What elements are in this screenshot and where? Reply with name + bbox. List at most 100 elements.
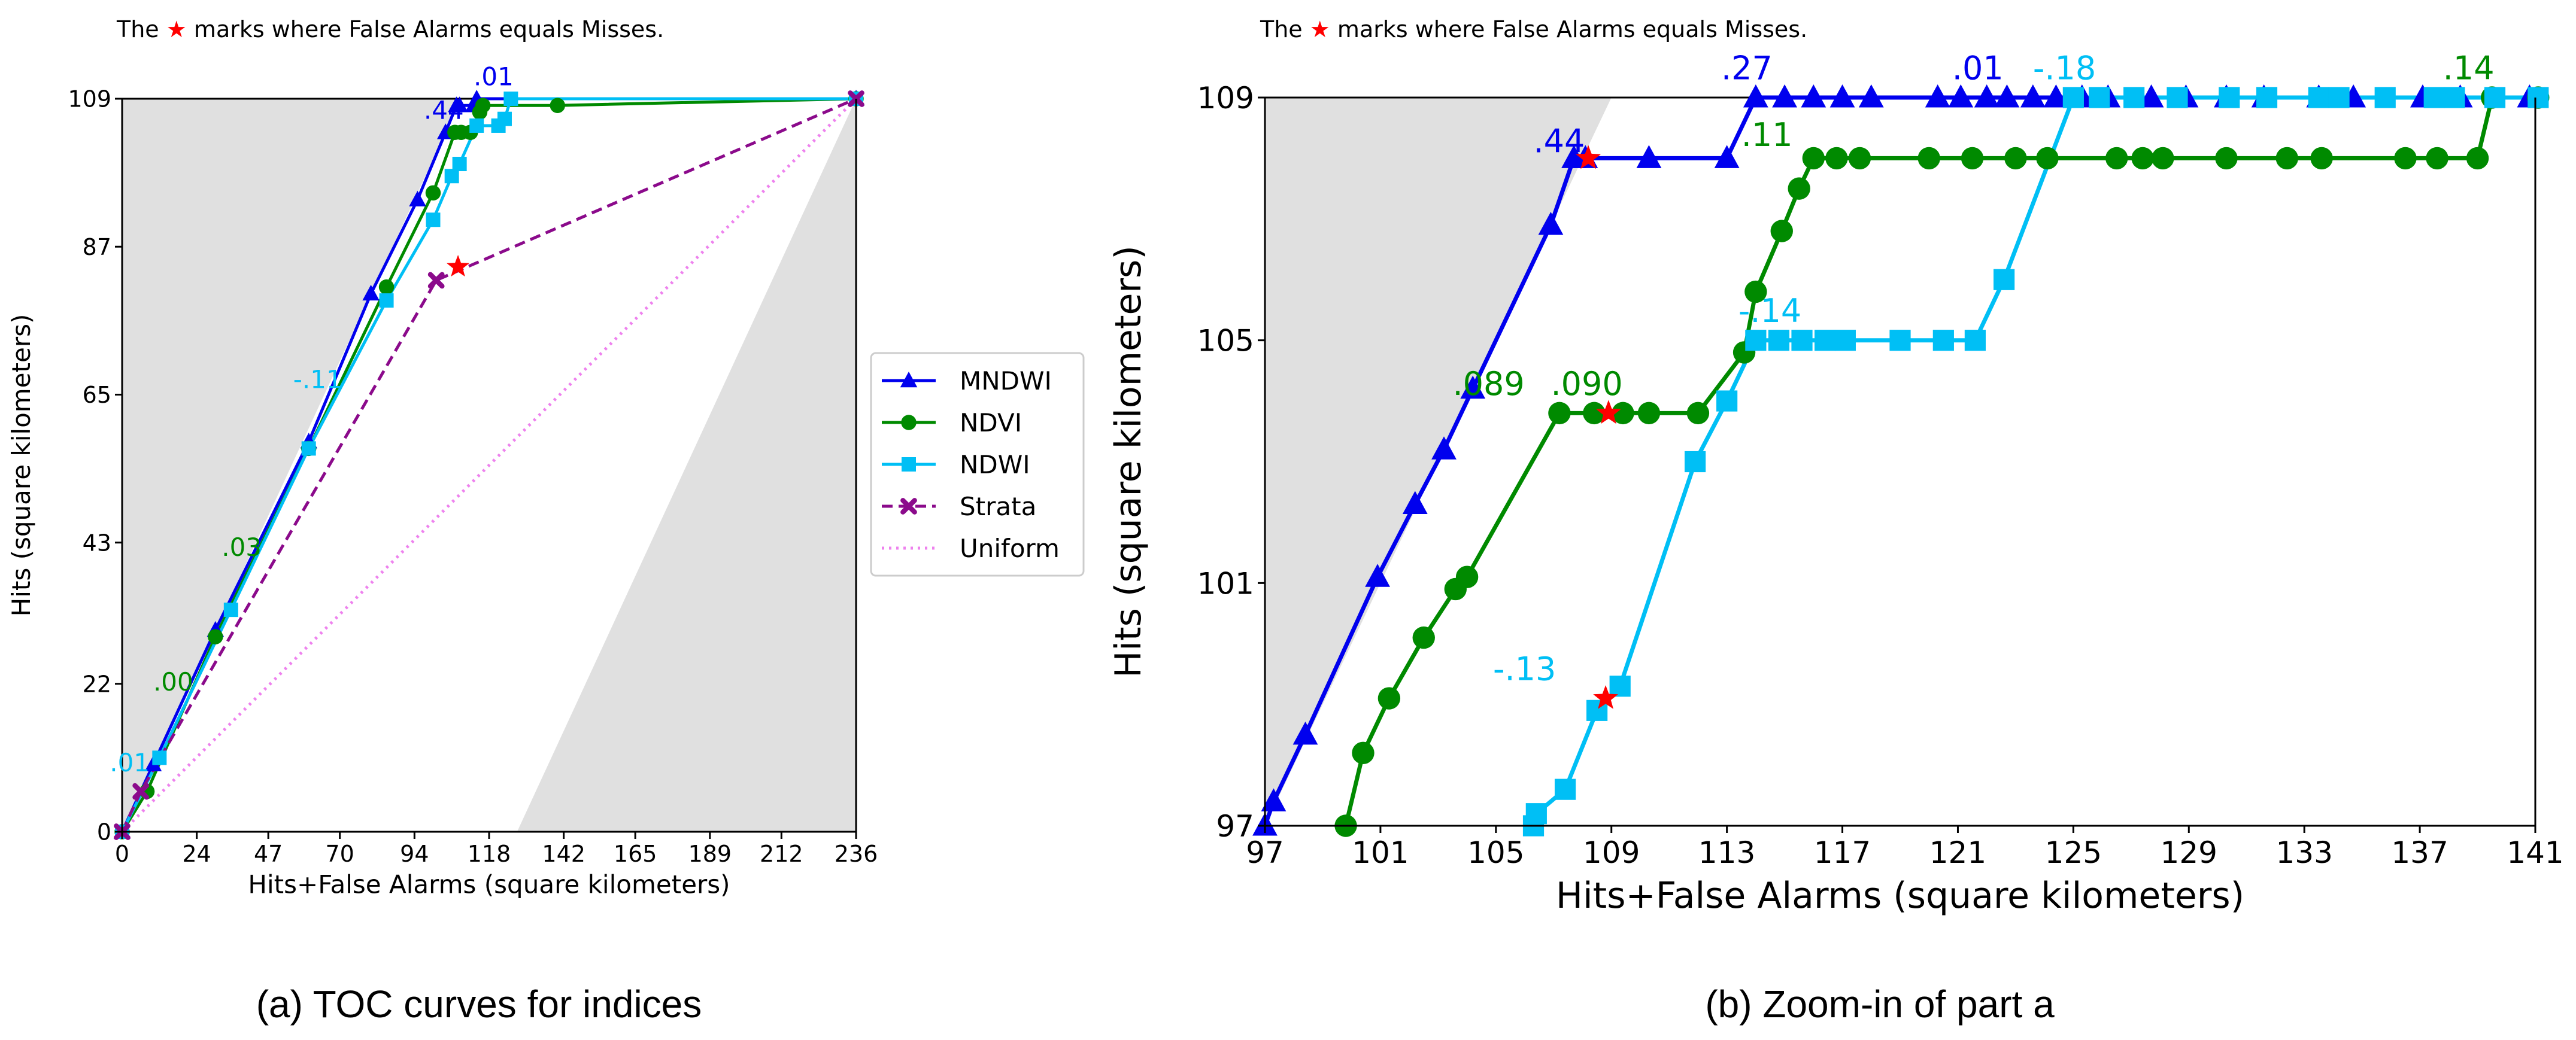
x-tick-label: 105 (1467, 835, 1524, 870)
circle-marker (1802, 147, 1825, 170)
square-marker (2308, 87, 2329, 108)
triangle-marker (1994, 84, 2020, 108)
x-tick-label: 165 (614, 841, 657, 867)
legend-label: Uniform (960, 534, 1060, 563)
triangle-marker (362, 284, 380, 301)
square-marker (1716, 390, 1738, 412)
threshold-label: -.18 (2033, 50, 2096, 87)
square-marker (2423, 87, 2445, 108)
star-note-before: The (1260, 16, 1310, 42)
triangle-marker (1636, 145, 1662, 168)
circle-marker (2004, 147, 2027, 170)
square-marker (2528, 87, 2549, 108)
square-marker (452, 157, 467, 172)
square-marker (2484, 87, 2506, 108)
square-marker (469, 118, 484, 133)
circle-marker (1961, 147, 1984, 170)
circle-marker (1744, 280, 1767, 303)
circle-marker (550, 98, 566, 113)
y-tick-label: 65 (83, 382, 111, 408)
square-marker (223, 603, 238, 618)
legend-box (870, 352, 1085, 577)
square-marker (444, 169, 459, 184)
x-tick-label: 125 (2045, 835, 2102, 870)
circle-marker (1455, 565, 1479, 588)
square-marker (1768, 330, 1790, 351)
panel-caption: (b) Zoom-in of part a (1705, 983, 2055, 1026)
star-note-before: The (116, 16, 166, 42)
circle-marker (2105, 147, 2128, 170)
threshold-label: .01 (110, 748, 150, 777)
circle-marker (1825, 147, 1848, 170)
x-tick-label: 47 (254, 841, 283, 867)
x-tick-label: 113 (1698, 835, 1755, 870)
triangle-marker (1772, 84, 1797, 108)
square-marker (2444, 87, 2465, 108)
square-marker (1889, 330, 1911, 351)
triangle-marker (1538, 211, 1564, 235)
circle-marker (2275, 147, 2298, 170)
series-line-strata (120, 97, 857, 833)
x-tick-label: 70 (325, 841, 354, 867)
circle-marker (378, 279, 395, 295)
triangle-marker (2043, 84, 2069, 108)
legend-entry-ndvi: NDVI (882, 408, 1022, 437)
minimum-bound-region (517, 99, 856, 832)
threshold-label: .01 (1952, 50, 2004, 87)
circle-marker (1352, 741, 1375, 765)
circle-marker (1770, 220, 1793, 242)
square-marker (1964, 330, 1986, 351)
triangle-marker (900, 372, 918, 388)
threshold-label: .14 (2443, 50, 2495, 87)
triangle-marker (2138, 84, 2164, 108)
toc-chart-panel-b: 97 101 105 109 113 117 121 125 129 133 137 141 97 101… (1108, 16, 2564, 1026)
toc-chart-panel-a: 0 24 47 70 94 118 142 165 189 212 236 0 22 43 65 87 109 H… (7, 16, 878, 1026)
circle-marker (901, 415, 917, 430)
circle-marker (2036, 147, 2059, 170)
plot-area (1252, 84, 2550, 837)
triangle-marker (1829, 84, 1855, 108)
x-tick-label: 236 (835, 841, 878, 867)
threshold-label: -.11 (293, 364, 342, 394)
legend-label: MNDWI (960, 366, 1052, 396)
star-note-after: marks where False Alarms equals Misses. (1330, 16, 1807, 42)
circle-marker (475, 98, 491, 113)
triangle-marker (451, 96, 468, 112)
x-tick-label: 137 (2391, 835, 2448, 870)
threshold-label: .03 (222, 533, 262, 562)
x-tick-label: 109 (1583, 835, 1640, 870)
square-marker (1609, 676, 1631, 697)
square-marker (1932, 330, 1954, 351)
triangle-marker (1714, 145, 1740, 168)
square-marker (1554, 779, 1576, 800)
y-tick-label: 109 (68, 86, 111, 112)
legend-entry-ndwi: NDWI (882, 450, 1030, 479)
y-tick-label: 97 (1216, 809, 1254, 844)
triangle-marker (1365, 564, 1390, 587)
triangle-marker (1974, 84, 1999, 108)
x-tick-label: 24 (182, 841, 211, 867)
square-marker (503, 92, 518, 106)
series-markers-ndwi (1522, 87, 2549, 837)
square-marker (1834, 330, 1856, 351)
square-marker (2167, 87, 2188, 108)
square-marker (2219, 87, 2240, 108)
equal-point-star (1576, 145, 1601, 169)
y-tick-label: 101 (1197, 566, 1254, 601)
y-tick-label: 105 (1197, 324, 1254, 358)
x-axis-label: Hits+False Alarms (square kilometers) (248, 870, 730, 899)
x-tick-label: 97 (1246, 835, 1284, 870)
x-tick-label: 141 (2507, 835, 2563, 870)
square-marker (1684, 451, 1706, 473)
circle-marker (2215, 147, 2238, 170)
triangle-marker (1925, 84, 1950, 108)
triangle-marker (1801, 84, 1826, 108)
threshold-label: .11 (1741, 116, 1793, 154)
square-marker (2062, 87, 2084, 108)
star-note-symbol: ★ (1310, 16, 1330, 42)
square-marker (1815, 330, 1836, 351)
square-marker (2328, 87, 2350, 108)
x-axis-label: Hits+False Alarms (square kilometers) (1556, 875, 2244, 917)
circle-marker (2394, 147, 2417, 170)
